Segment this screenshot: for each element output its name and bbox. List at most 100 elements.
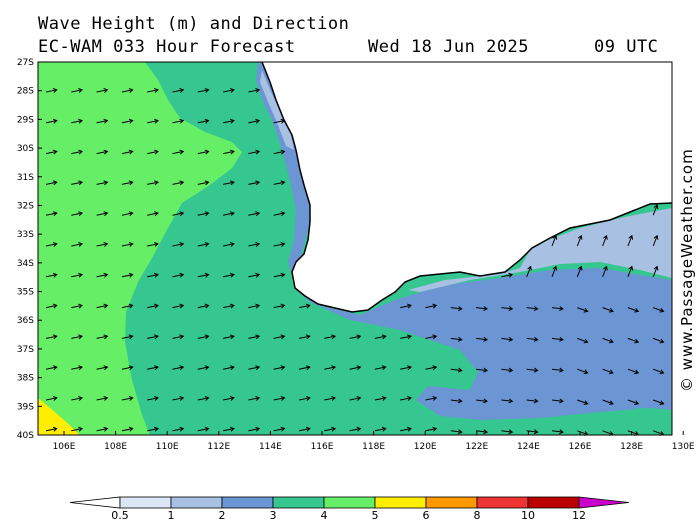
wave-arrow	[248, 303, 261, 309]
wave-arrow	[121, 426, 134, 432]
wave-arrow	[501, 398, 514, 404]
lon-label: 106E	[53, 442, 76, 452]
wave-arrow	[223, 396, 235, 401]
wave-arrow	[223, 180, 235, 186]
wave-arrow	[223, 272, 235, 278]
wave-arrow	[197, 118, 210, 124]
legend-tick: 6	[423, 509, 430, 522]
lat-label: 28S	[17, 87, 34, 97]
wave-arrow	[374, 426, 387, 432]
wave-arrow	[526, 367, 539, 373]
wave-arrow	[501, 367, 514, 373]
wave-arrow	[400, 334, 412, 340]
wave-arrow	[652, 234, 659, 247]
wave-arrow	[172, 303, 185, 309]
wave-arrow	[248, 396, 261, 401]
wave-arrow	[273, 118, 286, 124]
lat-label: 38S	[17, 374, 34, 384]
wave-arrow	[349, 365, 362, 371]
wave-arrow	[324, 396, 337, 401]
wave-arrow	[121, 396, 134, 401]
wave-arrow	[197, 242, 210, 247]
wave-arrow	[172, 180, 185, 186]
wave-arrow	[45, 88, 58, 93]
wave-direction-arrows	[45, 88, 665, 436]
wave-arrow	[400, 426, 412, 432]
lat-label: 35S	[17, 288, 34, 298]
lat-label: 31S	[17, 173, 34, 183]
wave-arrow	[425, 365, 438, 371]
map-frame	[37, 61, 673, 436]
wave-arrow	[450, 367, 463, 373]
wave-arrow	[551, 336, 564, 342]
wave-arrow	[96, 334, 109, 340]
wave-arrow	[172, 426, 185, 432]
wave-arrow	[172, 365, 185, 371]
wave-arrow	[248, 180, 261, 186]
wave-arrow	[45, 334, 58, 340]
wave-arrow	[172, 149, 185, 155]
wave-arrow	[273, 334, 286, 340]
lon-label: 122E	[465, 442, 488, 452]
wave-arrow	[45, 272, 58, 278]
lon-label: 118E	[362, 442, 385, 452]
wave-arrow	[476, 429, 488, 435]
wave-arrow	[400, 303, 412, 309]
wave-arrow	[349, 334, 362, 340]
wave-arrow	[197, 272, 210, 278]
wave-arrow	[298, 303, 311, 309]
wave-arrow	[627, 307, 640, 313]
lon-label: 130E	[672, 442, 695, 452]
lat-label: 27S	[17, 58, 34, 68]
wave-arrow	[223, 118, 235, 124]
wave-arrow	[602, 307, 614, 313]
wave-arrow	[476, 306, 488, 312]
wave-arrow	[425, 426, 438, 432]
wave-arrow	[298, 365, 311, 371]
lat-label: 29S	[17, 115, 34, 125]
wave-arrow	[45, 426, 58, 432]
color-legend: 0.5 1 2 3 4 5 6 8 10 12	[69, 496, 630, 522]
wave-arrow	[653, 430, 665, 436]
wave-arrow	[121, 365, 134, 371]
wave-arrow	[147, 118, 159, 124]
legend-tick: 1	[168, 509, 175, 522]
wave-arrow	[223, 88, 235, 93]
wave-arrow	[576, 234, 583, 247]
forecast-date: Wed 18 Jun 2025	[368, 37, 530, 57]
lat-label: 32S	[17, 201, 34, 211]
wave-arrow	[298, 334, 311, 340]
wave-arrow	[577, 337, 589, 344]
wave-arrow	[501, 336, 514, 342]
wave-arrow	[121, 180, 134, 186]
legend-tick: 3	[270, 509, 277, 522]
wave-arrow	[197, 426, 210, 432]
wave-arrow	[450, 429, 463, 435]
wave-arrow	[147, 242, 159, 247]
wave-arrow	[374, 396, 387, 401]
legend-swatch	[221, 496, 274, 509]
lon-label: 116E	[311, 442, 334, 452]
wave-arrow	[147, 149, 159, 155]
wave-arrow	[223, 365, 235, 371]
wave-arrow	[425, 334, 438, 340]
wave-arrow	[273, 149, 286, 155]
wave-arrow	[248, 88, 261, 93]
wave-arrow	[551, 234, 558, 247]
legend-tick: 2	[219, 509, 226, 522]
wave-arrow	[197, 211, 210, 217]
wave-arrow	[172, 242, 185, 247]
wave-arrow	[223, 211, 235, 217]
legend-tick: 8	[474, 509, 481, 522]
wave-arrow	[121, 272, 134, 278]
legend-tick: 4	[321, 509, 328, 522]
wave-arrow	[45, 180, 58, 186]
legend-tick: 5	[372, 509, 379, 522]
wave-arrow	[577, 368, 589, 375]
wave-arrow	[273, 396, 286, 401]
wave-arrow	[425, 303, 438, 309]
forecast-model: EC-WAM 033 Hour Forecast	[38, 37, 296, 57]
wave-arrow	[71, 426, 84, 432]
wave-arrow	[273, 426, 286, 432]
